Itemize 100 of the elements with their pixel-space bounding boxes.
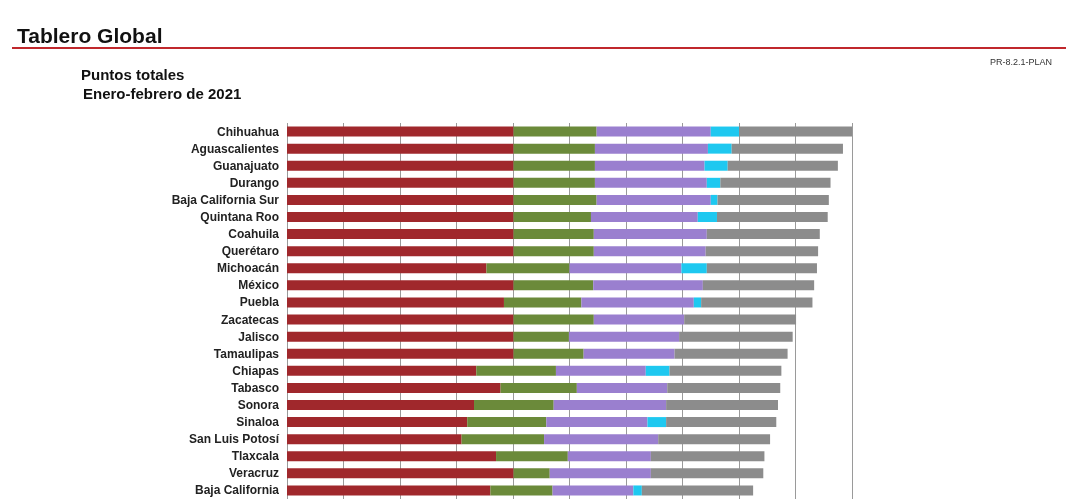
bar xyxy=(641,485,754,496)
bar xyxy=(287,143,514,154)
bar xyxy=(706,229,820,240)
bar xyxy=(697,212,717,222)
bar xyxy=(461,434,545,445)
bar xyxy=(287,417,468,428)
y-tick-label: Aguascalientes xyxy=(190,141,280,156)
text: Puntos totales xyxy=(81,66,185,83)
bar xyxy=(679,331,793,342)
bar xyxy=(650,451,765,462)
bar xyxy=(731,143,843,154)
y-tick-label: Michoacán xyxy=(216,261,279,276)
y-tick-label: Veracruz xyxy=(228,466,279,481)
y-tick-label: Tlaxcala xyxy=(231,449,280,464)
bar xyxy=(287,434,462,445)
y-tick-label: Durango xyxy=(229,175,279,190)
bar xyxy=(513,348,584,359)
bar xyxy=(593,246,706,257)
text: PR-8.2.1-PLAN xyxy=(989,56,1053,67)
bar xyxy=(739,126,852,137)
bar xyxy=(553,400,667,410)
bar xyxy=(287,331,514,342)
bar xyxy=(513,314,594,325)
bar xyxy=(647,417,667,428)
bar xyxy=(633,485,642,496)
y-tick-label: Baja California xyxy=(194,483,280,498)
bar xyxy=(569,263,682,274)
bar xyxy=(513,212,591,222)
bar xyxy=(287,160,514,171)
text: Enero-febrero de 2021 xyxy=(83,85,242,102)
bar xyxy=(546,417,648,428)
bar xyxy=(486,263,570,274)
bar xyxy=(701,297,813,308)
y-tick-label: Chihuahua xyxy=(217,124,280,139)
y-tick-label: Tamaulipas xyxy=(213,346,280,361)
bar xyxy=(596,126,711,137)
bar xyxy=(704,160,728,171)
bar xyxy=(596,194,711,205)
bar xyxy=(710,194,718,205)
bar xyxy=(287,246,514,257)
bar xyxy=(658,434,771,445)
bar xyxy=(552,485,634,496)
bar xyxy=(669,365,782,376)
y-tick-label: Baja California Sur xyxy=(171,192,280,207)
bar xyxy=(496,451,568,462)
y-tick-label: Guanajuato xyxy=(212,158,279,173)
bar xyxy=(593,280,703,291)
bar xyxy=(500,382,577,393)
bar xyxy=(568,331,680,342)
bar xyxy=(666,400,778,410)
bar xyxy=(706,263,817,274)
y-tick-label: Quintana Roo xyxy=(200,210,279,224)
y-tick-label: Querétaro xyxy=(221,244,279,259)
bar xyxy=(513,177,595,188)
bar xyxy=(702,280,815,291)
bar xyxy=(287,177,514,188)
bar xyxy=(710,126,739,137)
bar xyxy=(476,365,556,376)
bar xyxy=(645,365,670,376)
bar xyxy=(576,382,668,393)
y-tick-label: Sonora xyxy=(237,398,280,412)
bar xyxy=(287,194,514,205)
bar xyxy=(513,331,569,342)
bar xyxy=(287,126,514,137)
bar xyxy=(693,297,702,308)
bar xyxy=(705,246,819,257)
y-tick-label: Zacatecas xyxy=(220,312,280,327)
bar xyxy=(549,468,651,479)
bar xyxy=(513,126,597,137)
y-tick-label: Puebla xyxy=(239,295,280,310)
bar xyxy=(593,314,685,325)
bar xyxy=(594,177,707,188)
bar xyxy=(287,348,514,359)
bar xyxy=(474,400,554,410)
y-tick-label: Coahuila xyxy=(228,227,280,242)
y-tick-label: Jalisco xyxy=(238,329,279,344)
bar xyxy=(287,229,514,240)
bar xyxy=(727,160,838,171)
bar xyxy=(287,297,504,308)
bar xyxy=(503,297,582,308)
bar xyxy=(287,263,487,274)
text: Tablero Global xyxy=(17,24,163,47)
bar xyxy=(287,280,514,291)
bar xyxy=(583,348,675,359)
bar xyxy=(287,400,475,410)
bar xyxy=(593,229,707,240)
bar xyxy=(650,468,764,479)
bar xyxy=(594,143,708,154)
y-tick-label: México xyxy=(238,278,279,293)
y-tick-label: Sinaloa xyxy=(236,415,280,430)
bar xyxy=(513,246,594,257)
bar xyxy=(594,160,705,171)
bar xyxy=(706,177,721,188)
bar xyxy=(513,280,594,291)
bar xyxy=(287,365,477,376)
bar xyxy=(681,263,707,274)
bar xyxy=(513,229,594,240)
y-tick-label: Chiapas xyxy=(232,363,280,378)
bar xyxy=(720,177,831,188)
bar xyxy=(567,451,651,462)
